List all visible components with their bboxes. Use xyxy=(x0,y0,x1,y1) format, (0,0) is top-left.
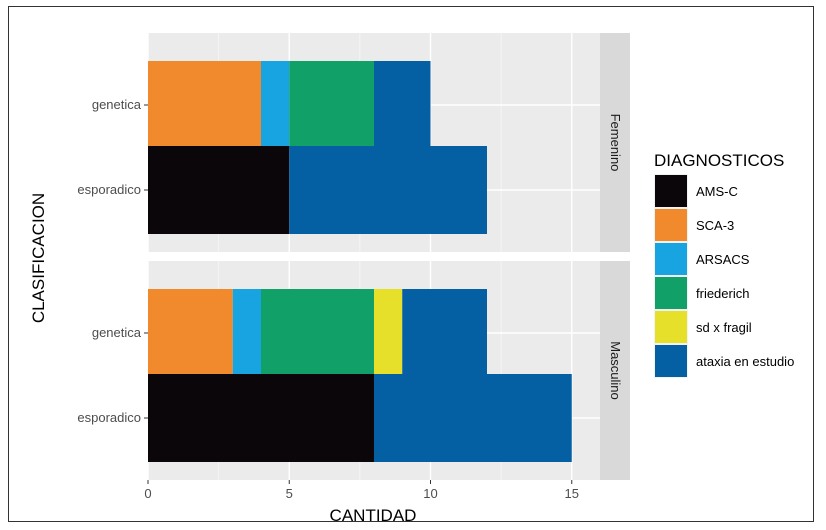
bar-segment-ataxia-en-estudio xyxy=(402,289,487,377)
x-tick-label: 0 xyxy=(144,486,151,501)
legend-label: ataxia en estudio xyxy=(696,354,794,369)
facet-strip xyxy=(600,261,630,480)
legend-label: sd x fragil xyxy=(696,320,752,335)
bar-segment-ataxia-en-estudio xyxy=(374,374,572,462)
legend-swatch xyxy=(655,311,687,343)
bar-segment-ams-c xyxy=(148,146,290,234)
legend-item: sd x fragil xyxy=(654,310,752,344)
facet-panel-masculino: Masculino genetica esporadico xyxy=(77,261,630,480)
legend-label: friederich xyxy=(696,286,749,301)
bar-segment-sca-3 xyxy=(148,61,261,149)
bar-segment-ataxia-en-estudio xyxy=(289,146,487,234)
bar-segment-friederich xyxy=(261,289,374,377)
legend-swatch xyxy=(655,175,687,207)
y-tick-label: genetica xyxy=(92,97,142,112)
x-tick-label: 15 xyxy=(565,486,579,501)
facet-strip-label: Femenino xyxy=(608,114,623,172)
bar-segment-arsacs xyxy=(261,61,290,149)
x-axis-title: CANTIDAD xyxy=(330,506,417,525)
legend-item: ARSACS xyxy=(654,242,750,276)
facet-strip-label: Masculino xyxy=(608,341,623,400)
legend-swatch xyxy=(655,243,687,275)
legend-swatch xyxy=(655,209,687,241)
y-tick-label: genetica xyxy=(92,325,142,340)
y-tick-label: esporadico xyxy=(77,182,141,197)
legend-item: friederich xyxy=(654,276,749,310)
legend-swatch xyxy=(655,345,687,377)
facet-strip xyxy=(600,33,630,252)
legend-item: AMS-C xyxy=(654,174,738,208)
legend-label: SCA-3 xyxy=(696,218,734,233)
facet-panel-femenino: Femenino genetica esporadico xyxy=(77,33,630,252)
legend-label: ARSACS xyxy=(696,252,750,267)
bar-segment-ams-c xyxy=(148,374,374,462)
legend-item: SCA-3 xyxy=(654,208,734,242)
x-tick-label: 10 xyxy=(423,486,437,501)
legend-swatch xyxy=(655,277,687,309)
y-tick-label: esporadico xyxy=(77,410,141,425)
bar-segment-arsacs xyxy=(232,289,261,377)
bar-segment-sd-x-fragil xyxy=(374,289,403,377)
legend-label: AMS-C xyxy=(696,184,738,199)
x-tick-label: 5 xyxy=(286,486,293,501)
legend-item: ataxia en estudio xyxy=(654,344,794,378)
bar-segment-friederich xyxy=(289,61,374,149)
bar-segment-ataxia-en-estudio xyxy=(374,61,431,149)
bar-segment-sca-3 xyxy=(148,289,233,377)
y-axis-title: CLASIFICACION xyxy=(29,193,48,323)
legend-title: DIAGNOSTICOS xyxy=(654,151,784,170)
